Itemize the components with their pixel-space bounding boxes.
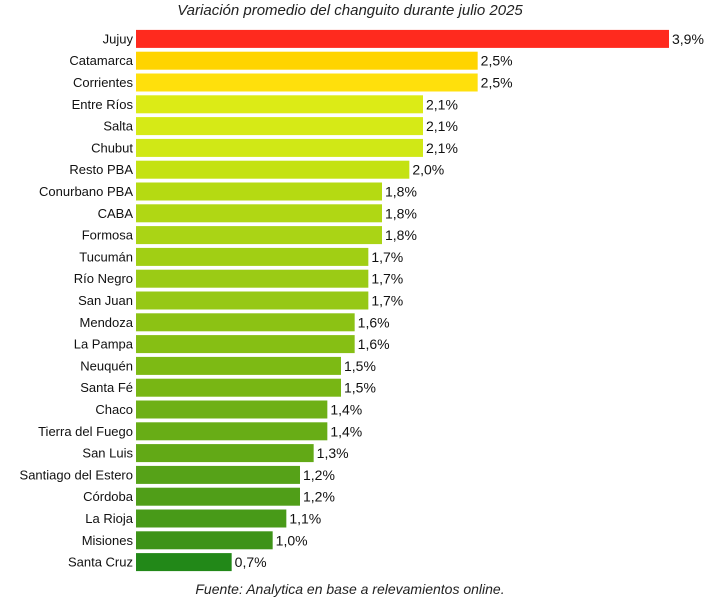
category-label: Entre Ríos [72, 97, 134, 112]
bar [136, 465, 300, 484]
category-label: Neuquén [80, 358, 133, 373]
category-label: Formosa [82, 228, 134, 243]
category-label: Jujuy [103, 31, 134, 46]
bar [136, 444, 314, 463]
value-label: 1,5% [344, 358, 376, 374]
bar [136, 531, 273, 550]
category-label: La Pampa [74, 337, 134, 352]
value-label: 1,2% [303, 467, 335, 483]
category-label: La Rioja [85, 511, 133, 526]
bar [136, 117, 423, 136]
chart-source: Fuente: Analytica en base a relevamiento… [195, 581, 505, 597]
value-label: 1,6% [358, 336, 390, 352]
bar [136, 247, 369, 266]
chart-title: Variación promedio del changuito durante… [177, 2, 523, 19]
bar [136, 509, 287, 528]
value-label: 1,5% [344, 380, 376, 396]
value-label: 1,6% [358, 314, 390, 330]
bar [136, 138, 423, 157]
value-label: 2,1% [426, 140, 458, 156]
bar-chart: Jujuy 3,9% Catamarca 2,5% Corrientes 2,5% Entr… [20, 29, 704, 572]
bar [136, 422, 328, 441]
value-label: 3,9% [672, 31, 704, 47]
value-label: 1,7% [371, 271, 403, 287]
bar [136, 269, 369, 288]
value-label: 1,8% [385, 227, 417, 243]
bar [136, 73, 478, 92]
bar [136, 335, 355, 354]
bar [136, 204, 382, 223]
value-label: 1,7% [371, 293, 403, 309]
bar [136, 487, 300, 506]
bar [136, 182, 382, 201]
value-label: 2,1% [426, 96, 458, 112]
bar [136, 51, 478, 70]
category-label: San Luis [82, 446, 133, 461]
category-label: Mendoza [80, 315, 134, 330]
value-label: 1,7% [371, 249, 403, 265]
category-label: Corrientes [73, 75, 133, 90]
category-label: Tierra del Fuego [38, 424, 133, 439]
category-label: Conurbano PBA [39, 184, 133, 199]
value-label: 2,5% [481, 53, 513, 69]
category-label: CABA [98, 206, 134, 221]
value-label: 2,1% [426, 118, 458, 134]
bar [136, 400, 328, 419]
bar [136, 160, 410, 179]
category-label: Chaco [95, 402, 133, 417]
category-label: Catamarca [69, 53, 133, 68]
bar [136, 378, 341, 397]
value-label: 2,5% [481, 75, 513, 91]
category-label: San Juan [78, 293, 133, 308]
bar [136, 291, 369, 310]
bar [136, 95, 423, 114]
value-label: 1,0% [276, 532, 308, 548]
category-label: Córdoba [83, 489, 134, 504]
category-label: Misiones [82, 533, 134, 548]
category-label: Río Negro [74, 271, 133, 286]
category-label: Santa Fé [80, 380, 133, 395]
bar [136, 226, 382, 245]
category-label: Santa Cruz [68, 555, 133, 570]
value-label: 1,8% [385, 184, 417, 200]
category-label: Chubut [91, 140, 133, 155]
category-label: Salta [103, 119, 133, 134]
category-label: Resto PBA [69, 162, 133, 177]
category-label: Tucumán [79, 249, 133, 264]
bar [136, 553, 232, 572]
value-label: 1,8% [385, 205, 417, 221]
bar [136, 29, 669, 48]
value-label: 0,7% [235, 554, 267, 570]
value-label: 1,2% [303, 489, 335, 505]
value-label: 1,3% [317, 445, 349, 461]
category-label: Santiago del Estero [20, 467, 133, 482]
value-label: 1,4% [330, 402, 362, 418]
bar [136, 356, 341, 375]
bar [136, 313, 355, 332]
value-label: 1,4% [330, 423, 362, 439]
value-label: 1,1% [289, 511, 321, 527]
value-label: 2,0% [412, 162, 444, 178]
